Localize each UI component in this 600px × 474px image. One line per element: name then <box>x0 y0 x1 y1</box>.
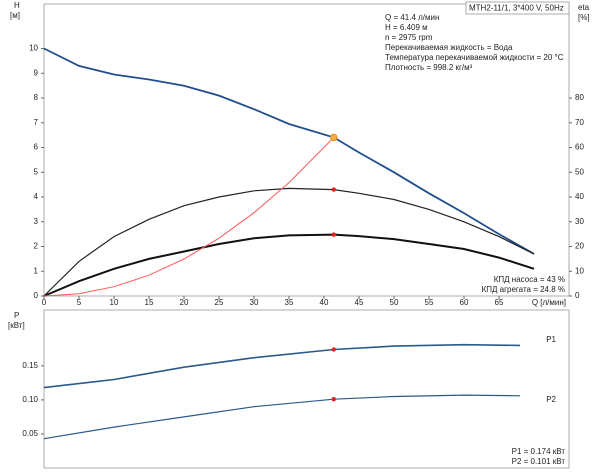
x-tick-label: 60 <box>460 298 469 307</box>
y2-tick-label: 0 <box>575 291 580 300</box>
y2-tick-label: 50 <box>575 167 584 176</box>
annotation: Q = 41.4 л/мин <box>385 13 439 22</box>
chart-title: MTH2-11/1, 3*400 V, 50Hz <box>469 4 564 13</box>
curve <box>43 233 535 297</box>
y-tick-label: 2 <box>34 242 39 251</box>
annotation: n = 2975 rpm <box>385 33 433 42</box>
y2-tick-label: 60 <box>575 143 584 152</box>
y-tick-label: 10 <box>29 44 38 53</box>
x-label: Q [л/мин] <box>532 298 566 307</box>
annotation: H = 6.409 м <box>385 23 428 32</box>
series-label: P1 <box>546 335 556 344</box>
y2-tick-label: 80 <box>575 93 584 102</box>
plot-frame <box>43 309 570 469</box>
y-tick-label: 3 <box>34 217 39 226</box>
x-tick-label: 15 <box>145 298 154 307</box>
y-tick-label: 8 <box>34 93 39 102</box>
curve <box>43 187 535 297</box>
note: P1 = 0.174 кВт <box>512 447 566 456</box>
y2-tick-label: 40 <box>575 192 584 201</box>
x-tick-label: 65 <box>495 298 504 307</box>
y2-tick-label: 20 <box>575 242 584 251</box>
y-tick-label: 7 <box>34 118 39 127</box>
y-label: H <box>14 1 20 10</box>
annotation: Температура перекачиваемой жидкости = 20… <box>385 53 564 62</box>
y-tick-label: 5 <box>34 167 39 176</box>
curve <box>43 137 335 297</box>
y-tick-label: 0.05 <box>22 429 38 438</box>
x-tick-label: 0 <box>42 298 47 307</box>
x-tick-label: 45 <box>355 298 364 307</box>
x-tick-label: 40 <box>320 298 329 307</box>
title-box <box>465 1 570 15</box>
curve <box>43 394 521 440</box>
y-tick-label: 6 <box>34 143 39 152</box>
x-tick-label: 25 <box>215 298 224 307</box>
x-tick-label: 50 <box>390 298 399 307</box>
curve <box>43 343 521 389</box>
y2-tick-label: 10 <box>575 266 584 275</box>
operating-point <box>331 232 336 237</box>
y2-label: eta <box>578 3 590 12</box>
x-tick-label: 10 <box>110 298 119 307</box>
x-tick-label: 20 <box>180 298 189 307</box>
y-label: P <box>14 311 19 320</box>
y-tick-label: 4 <box>34 192 39 201</box>
y-tick-label: 0.15 <box>22 361 38 370</box>
annotation: Перекачиваемая жидкость = Вода <box>385 43 513 52</box>
series-label: P2 <box>546 395 556 404</box>
note: КПД агрегата = 24.8 % <box>482 285 565 294</box>
operating-point <box>331 187 336 192</box>
y2-tick-label: 70 <box>575 118 584 127</box>
x-tick-label: 30 <box>250 298 259 307</box>
y-tick-label: 0 <box>34 291 39 300</box>
annotation: Плотность = 998.2 кг/м³ <box>385 63 473 72</box>
operating-point <box>331 347 336 352</box>
operating-point <box>331 397 336 402</box>
y2-tick-label: 30 <box>575 217 584 226</box>
plot-frame <box>43 3 570 297</box>
y2-unit: [%] <box>578 13 590 22</box>
note: КПД насоса = 43 % <box>494 275 565 284</box>
y-tick-label: 1 <box>34 266 39 275</box>
y-unit: [м] <box>10 11 20 20</box>
x-tick-label: 35 <box>285 298 294 307</box>
x-tick-label: 5 <box>77 298 82 307</box>
y-tick-label: 9 <box>34 68 39 77</box>
y-tick-label: 0.10 <box>22 395 38 404</box>
curve <box>43 47 535 255</box>
operating-point <box>330 133 338 142</box>
note: P2 = 0.101 кВт <box>512 457 566 466</box>
y-unit: [кВт] <box>8 321 25 330</box>
x-tick-label: 55 <box>425 298 434 307</box>
